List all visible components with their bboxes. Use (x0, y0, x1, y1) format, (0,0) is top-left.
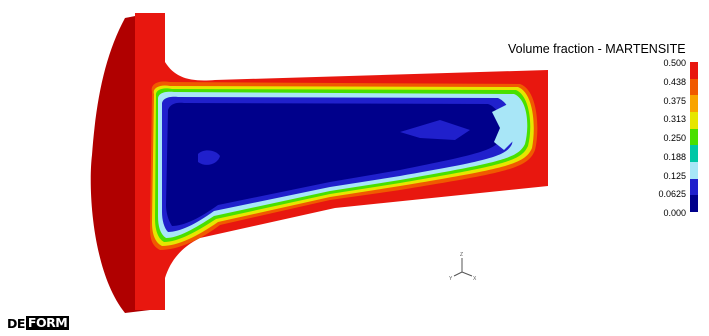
legend-tick-label: 0.188 (663, 151, 686, 162)
logo-text-part1: DE (7, 315, 25, 331)
logo-text-part2: FORM (25, 315, 70, 330)
color-legend-bar (690, 62, 698, 213)
legend-tick-label: 0.125 (663, 170, 686, 181)
contour-core-patch-right (400, 120, 470, 140)
legend-color-segment (690, 145, 698, 163)
legend-tick-label: 0.0625 (658, 189, 686, 200)
legend-color-segment (690, 195, 698, 213)
contour-core-patch-left (198, 150, 220, 165)
legend-color-segment (690, 95, 698, 113)
axis-z-label: Z (460, 252, 463, 258)
legend-color-segment (690, 78, 698, 96)
deform-logo: DE FORM (6, 315, 70, 331)
legend-color-segment (690, 112, 698, 129)
legend-tick-label: 0.500 (663, 58, 686, 68)
legend-color-segment (690, 162, 698, 179)
legend-color-segment (690, 178, 698, 196)
legend-tick-label: 0.375 (663, 95, 686, 106)
axis-y-label: Y (449, 276, 453, 282)
contour-light-patch (492, 104, 516, 150)
legend-tick-label: 0.000 (663, 208, 686, 218)
legend-tick-label: 0.438 (663, 76, 686, 87)
axis-triad: Z Y X (449, 252, 477, 282)
legend-color-segment (690, 128, 698, 146)
axis-x-label: X (473, 276, 477, 282)
legend-tick-label: 0.313 (663, 114, 686, 125)
legend-tick-label: 0.250 (663, 133, 686, 143)
legend-color-segment (690, 62, 698, 79)
legend-title: Volume fraction - MARTENSITE (508, 42, 686, 56)
